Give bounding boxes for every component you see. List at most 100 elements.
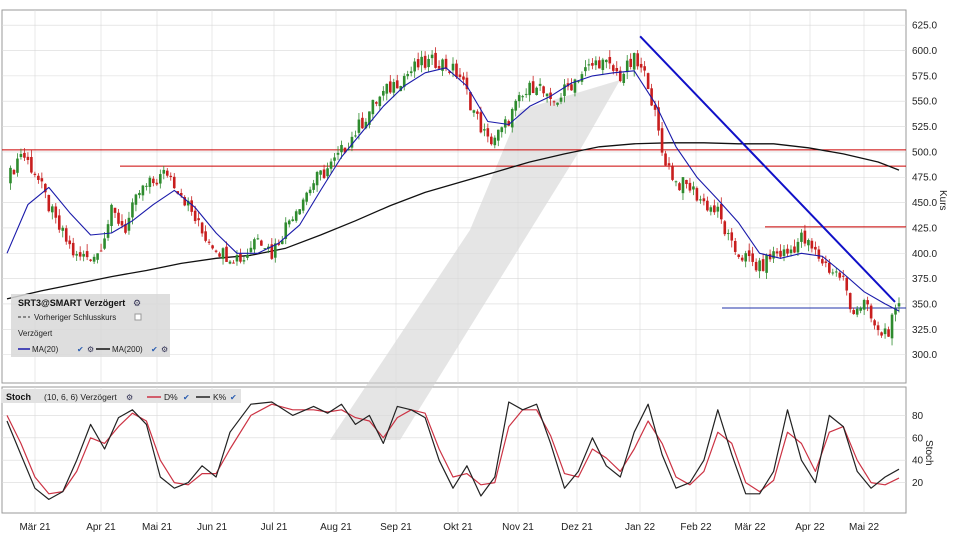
candle-body — [131, 202, 134, 218]
x-tick-label: Mai 22 — [849, 522, 879, 533]
candle-body — [493, 137, 497, 146]
x-tick-label: Sep 21 — [380, 522, 412, 533]
candle-body — [789, 249, 793, 254]
candle-body — [719, 204, 723, 220]
candle-body — [605, 59, 608, 63]
candle-body — [730, 232, 734, 241]
candle-body — [775, 251, 779, 254]
stoch-plot-area — [1, 386, 907, 514]
candle-body — [441, 59, 444, 71]
prev-close-checkbox[interactable] — [134, 313, 142, 321]
candle-body — [765, 254, 768, 273]
settings-icon[interactable]: ⚙ — [133, 298, 141, 308]
candle-body — [395, 80, 399, 89]
x-axis: Mär 21 Apr 21 Mai 21 Jun 21 Jul 21 Aug 21 Sep … — [19, 522, 879, 533]
stoch-k-check-icon[interactable]: ✔ — [230, 393, 237, 402]
candle-body — [524, 93, 528, 95]
candle-body — [30, 157, 33, 173]
candle-body — [110, 204, 113, 226]
candle-body — [695, 188, 699, 201]
candle-body — [145, 185, 148, 187]
candle-body — [476, 111, 479, 114]
candle-body — [343, 147, 347, 153]
candle-body — [427, 58, 430, 68]
candle-body — [33, 173, 37, 175]
candle-body — [608, 57, 612, 64]
candle-body — [232, 262, 235, 264]
candle-body — [660, 128, 664, 153]
candle-body — [357, 119, 361, 133]
candle-body — [580, 74, 584, 82]
candle-body — [260, 240, 263, 246]
candle-body — [779, 250, 782, 257]
candle-body — [228, 261, 232, 264]
stoch-d-check-icon[interactable]: ✔ — [183, 393, 190, 402]
candle-body — [573, 79, 577, 93]
candle-body — [636, 53, 639, 67]
candle-body — [12, 169, 16, 175]
candle-body — [308, 189, 312, 194]
candle-body — [315, 171, 319, 186]
stoch-params: (10, 6, 6) Verzögert — [44, 392, 117, 402]
candle-body — [751, 253, 754, 262]
candle-body — [486, 128, 490, 137]
candle-body — [681, 177, 685, 194]
ma200-line — [6, 142, 900, 300]
candle-body — [845, 277, 849, 291]
candle-body — [479, 112, 483, 133]
candle-body — [733, 240, 737, 252]
price-tick-label: 425.0 — [912, 223, 937, 234]
candle-body — [737, 254, 741, 257]
candle-body — [23, 152, 26, 158]
ma200-settings-icon[interactable]: ⚙ — [161, 345, 168, 354]
candle-body — [462, 76, 465, 80]
ma20-check-icon[interactable]: ✔ — [77, 345, 84, 354]
candle-body — [190, 200, 193, 212]
candle-body — [152, 178, 155, 184]
price-tick-label: 575.0 — [912, 71, 937, 82]
candle-body — [409, 71, 413, 74]
candle-body — [117, 212, 120, 224]
candle-body — [437, 66, 441, 69]
candle-body — [838, 272, 842, 278]
candle-body — [416, 59, 420, 68]
candle-body — [545, 93, 549, 97]
stoch-settings-icon[interactable]: ⚙ — [126, 393, 133, 402]
candle-body — [92, 256, 96, 262]
candle-body — [78, 252, 82, 257]
candle-body — [866, 300, 869, 305]
candle-body — [448, 71, 451, 73]
ma200-check-icon[interactable]: ✔ — [151, 345, 158, 354]
candle-body — [469, 92, 472, 111]
candle-body — [141, 185, 145, 196]
candle-body — [716, 206, 720, 212]
candle-body — [465, 77, 469, 90]
candle-body — [350, 136, 354, 148]
candle-body — [859, 307, 862, 311]
candle-body — [625, 60, 629, 73]
ma20-settings-icon[interactable]: ⚙ — [87, 345, 94, 354]
candle-body — [552, 101, 556, 103]
candle-body — [528, 82, 531, 96]
candle-body — [584, 67, 587, 72]
candle-body — [897, 303, 901, 307]
candle-body — [96, 253, 99, 260]
candle-body — [758, 260, 761, 272]
candle-body — [472, 110, 476, 113]
stoch-lines — [6, 401, 900, 500]
candle-body — [249, 247, 253, 253]
candle-body — [54, 206, 58, 218]
candle-body — [444, 58, 448, 69]
candle-body — [587, 64, 591, 66]
candle-body — [880, 332, 883, 336]
candle-body — [263, 248, 267, 250]
candle-body — [667, 163, 671, 166]
price-tick-label: 375.0 — [912, 274, 937, 285]
candle-body — [542, 86, 545, 94]
candle-body — [664, 153, 667, 166]
candle-body — [538, 83, 542, 86]
candle-body — [430, 54, 434, 59]
candle-body — [176, 191, 180, 194]
candle-body — [848, 293, 852, 310]
candle-body — [723, 221, 727, 235]
